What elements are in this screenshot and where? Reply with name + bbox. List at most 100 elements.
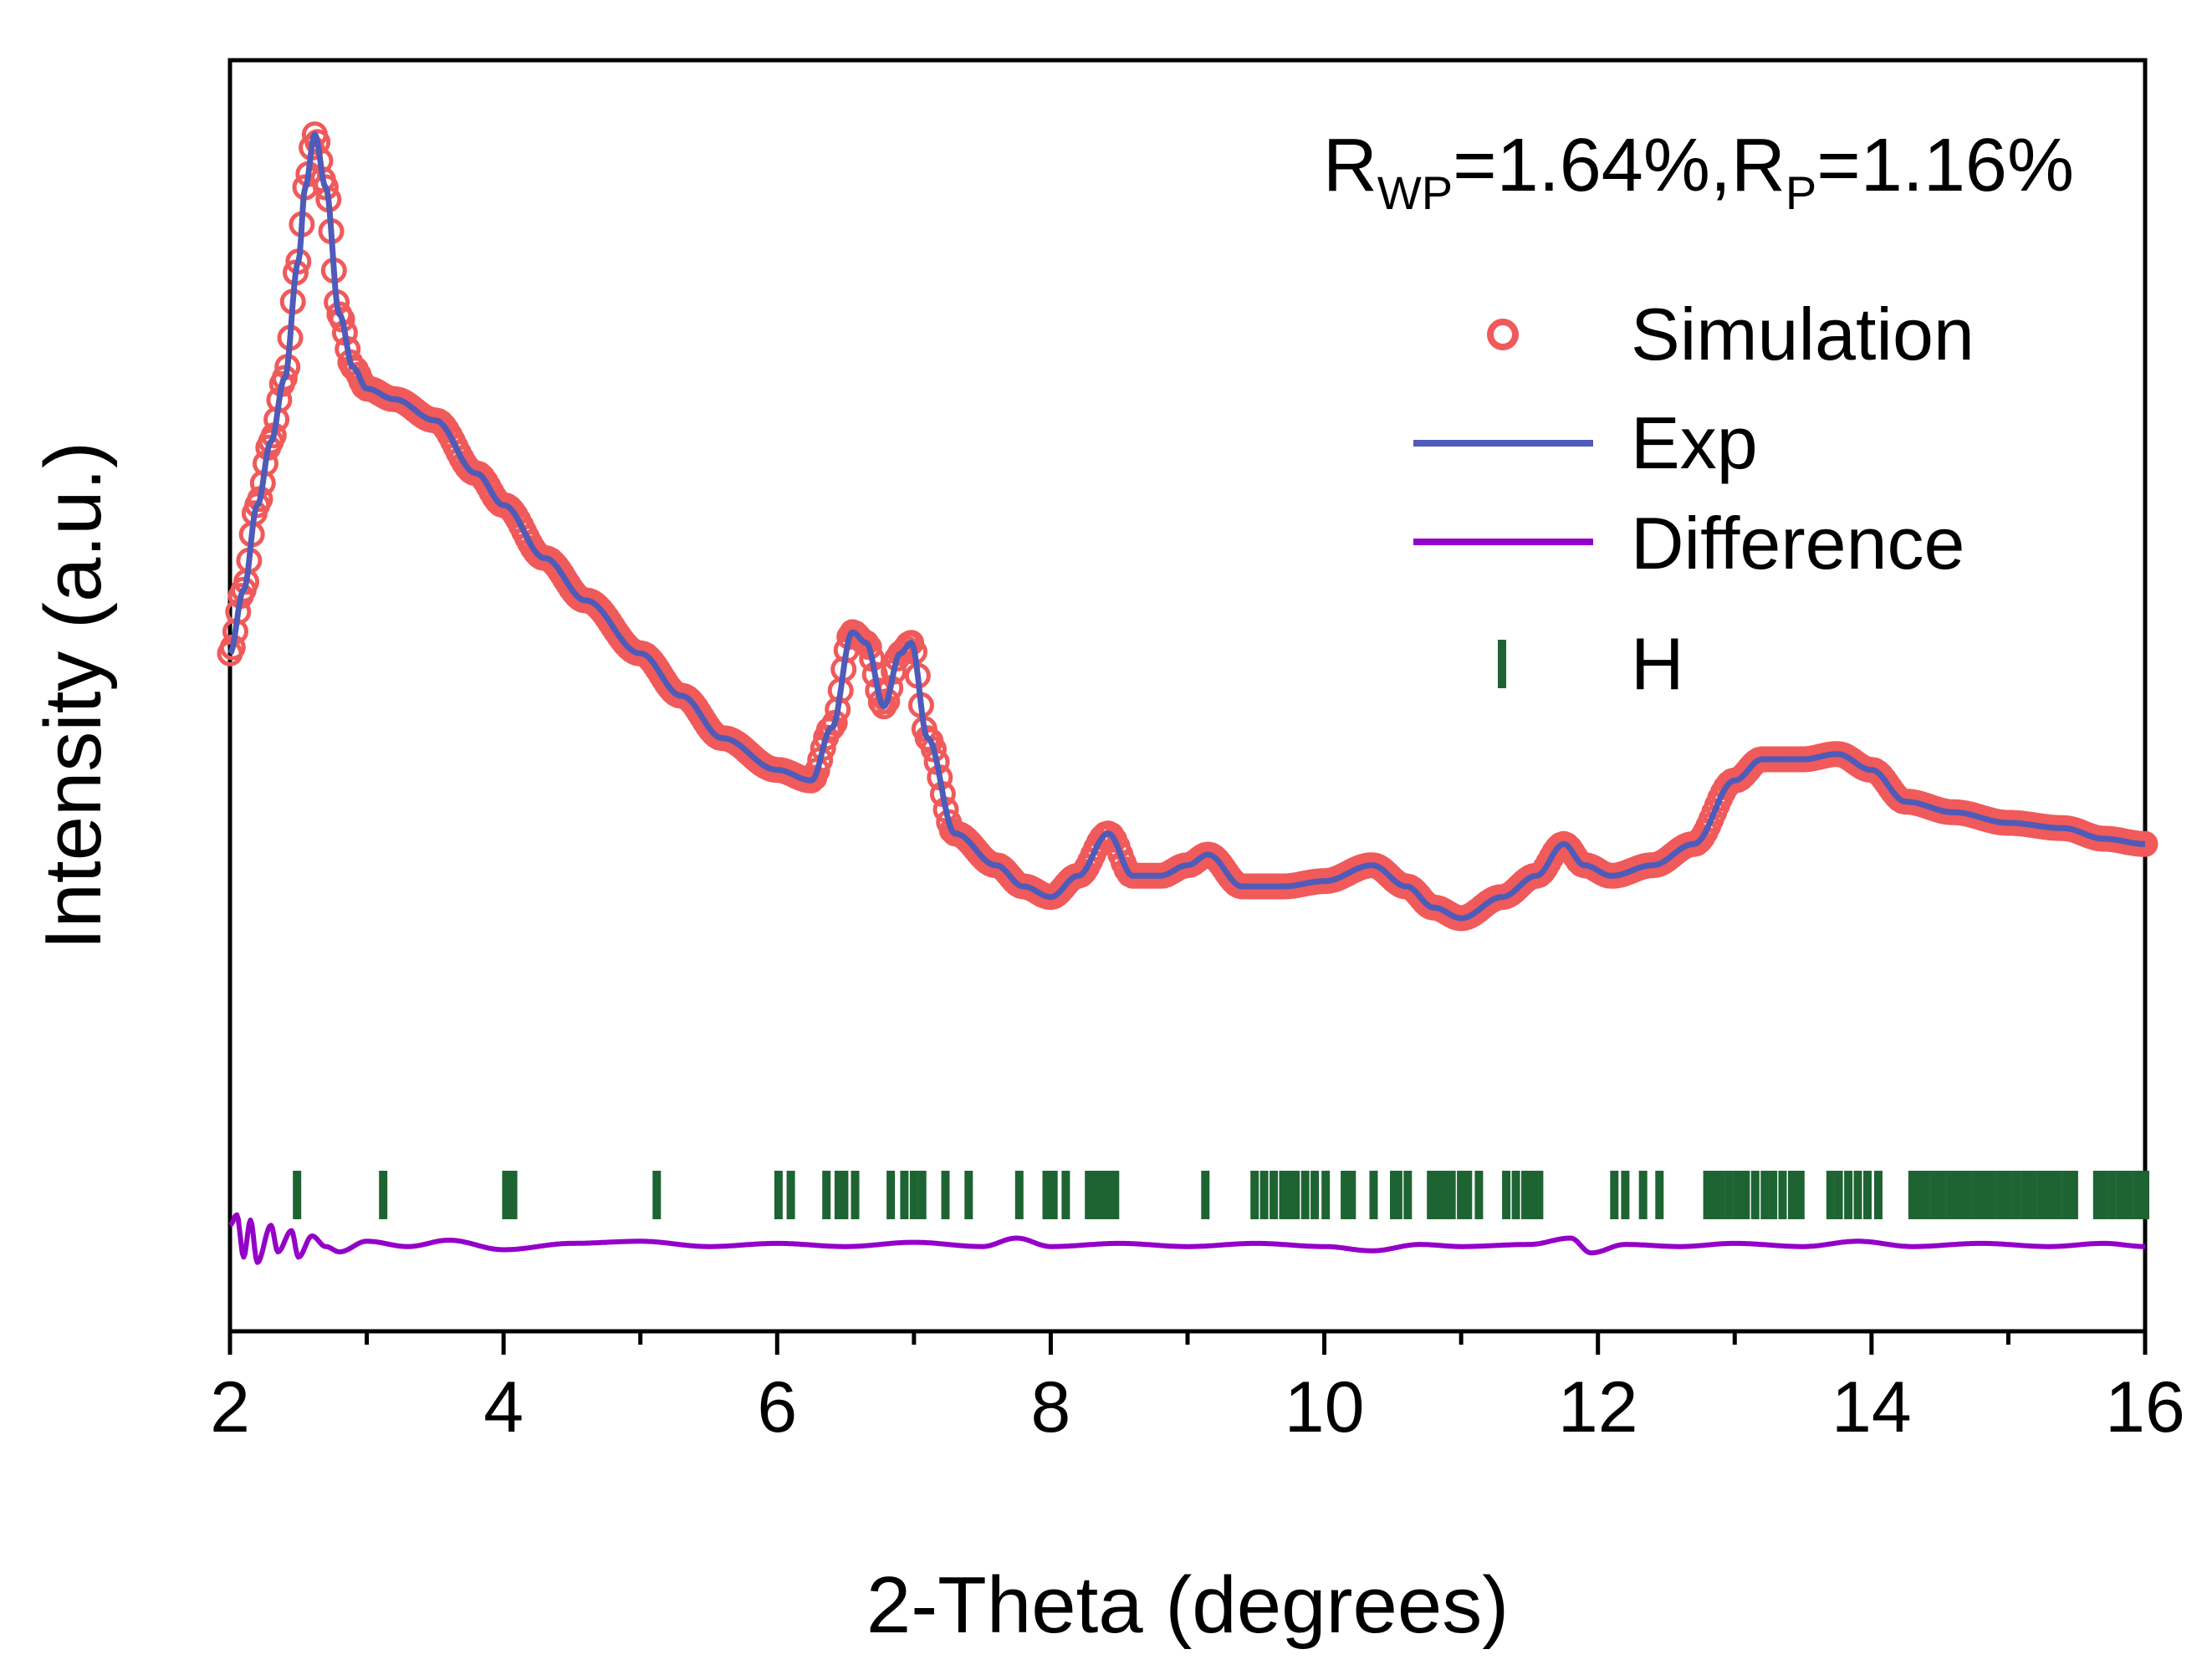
reflection-tick [917, 1171, 927, 1219]
reflection-tick [1447, 1171, 1456, 1219]
reflection-tick [1826, 1171, 1835, 1219]
reflection-tick [1521, 1171, 1530, 1219]
reflection-tick [379, 1171, 388, 1219]
reflection-tick [1393, 1171, 1402, 1219]
reflection-tick [1014, 1171, 1024, 1219]
exp-line [227, 131, 2147, 922]
reflection-tick [1908, 1171, 1917, 1219]
x-tick-label: 2 [210, 1367, 250, 1448]
reflection-tick [2045, 1171, 2054, 1219]
exp-series [227, 131, 2147, 922]
reflection-tick [1946, 1171, 1955, 1219]
reflection-tick [1457, 1171, 1466, 1219]
reflection-tick [652, 1171, 662, 1219]
plot-frame [227, 58, 2148, 1334]
reflection-tick [1369, 1171, 1378, 1219]
reflection-tick [1111, 1171, 1120, 1219]
reflection-tick [508, 1171, 518, 1219]
x-axis-ticks [227, 1331, 2148, 1355]
reflection-tick [1279, 1171, 1288, 1219]
simulation-series [217, 121, 2158, 932]
reflection-tick [909, 1171, 918, 1219]
reflection-tick [1427, 1171, 1436, 1219]
x-tick-label: 16 [2105, 1367, 2185, 1448]
reflection-tick [1201, 1171, 1210, 1219]
difference-line [228, 1212, 2147, 1265]
x-tick-label: 12 [1558, 1367, 1638, 1448]
reflection-tick [1502, 1171, 1511, 1219]
reflection-tick [1915, 1171, 1924, 1219]
legend-h-marker [1498, 640, 1506, 688]
reflection-markers [293, 1171, 2149, 1219]
reflection-tick [1778, 1171, 1787, 1219]
reflection-tick [1098, 1171, 1107, 1219]
reflection-tick [1796, 1171, 1805, 1219]
reflection-tick [1703, 1171, 1712, 1219]
reflection-tick [1610, 1171, 1619, 1219]
reflection-tick [1922, 1171, 1931, 1219]
y-axis-title: Intensity (a.u.) [28, 442, 118, 950]
reflection-tick [2133, 1171, 2142, 1219]
reflection-tick [1321, 1171, 1331, 1219]
reflection-tick [1741, 1171, 1750, 1219]
reflection-tick [774, 1171, 783, 1219]
rwp-subscript: WP [1377, 166, 1453, 219]
difference-series [228, 1212, 2147, 1265]
reflection-tick [1995, 1171, 2005, 1219]
legend-exp-label: Exp [1631, 401, 1758, 484]
fit-statistics-annotation: RWP=1.64%,RP=1.16% [1323, 124, 2074, 219]
rp-value: =1.16% [1816, 124, 2074, 207]
reflection-tick [1874, 1171, 1883, 1219]
rp-symbol: R [1731, 124, 1786, 207]
reflection-tick [1300, 1171, 1310, 1219]
reflection-tick [2061, 1171, 2071, 1219]
legend-difference-label: Difference [1631, 502, 1964, 585]
reflection-tick [834, 1171, 843, 1219]
x-tick-label: 10 [1285, 1367, 1365, 1448]
reflection-tick [2021, 1171, 2030, 1219]
x-tick-label: 8 [1031, 1367, 1071, 1448]
reflection-tick [822, 1171, 831, 1219]
reflection-tick [1042, 1171, 1051, 1219]
reflection-tick [1930, 1171, 1939, 1219]
reflection-tick [851, 1171, 860, 1219]
reflection-tick [786, 1171, 795, 1219]
reflection-tick [1474, 1171, 1484, 1219]
reflection-tick [1061, 1171, 1070, 1219]
reflection-tick [1716, 1171, 1725, 1219]
reflection-tick [1285, 1171, 1293, 1219]
rwp-symbol: R [1323, 124, 1377, 207]
legend-h-label: H [1631, 622, 1684, 705]
legend-simulation-label: Simulation [1631, 293, 1975, 375]
reflection-tick [1724, 1171, 1734, 1219]
reflection-tick [1760, 1171, 1770, 1219]
reflection-tick [1085, 1171, 1094, 1219]
reflection-tick [1104, 1171, 1113, 1219]
reflection-tick [1963, 1171, 1972, 1219]
reflection-tick [1980, 1171, 1988, 1219]
reflection-tick [2053, 1171, 2062, 1219]
x-tick-label: 6 [757, 1367, 797, 1448]
legend: Simulation Exp Difference H [1413, 293, 1975, 705]
reflection-tick [2124, 1171, 2133, 1219]
reflection-tick [1049, 1171, 1058, 1219]
reflection-tick [1621, 1171, 1630, 1219]
reflection-tick [1655, 1171, 1664, 1219]
reflection-tick [1853, 1171, 1862, 1219]
reflection-tick [1347, 1171, 1356, 1219]
reflection-tick [1250, 1171, 1259, 1219]
x-axis-tick-labels: 2 4 6 8 10 12 14 16 [210, 1367, 2185, 1448]
reflection-tick [2107, 1171, 2117, 1219]
x-tick-label: 14 [1832, 1367, 1912, 1448]
reflection-tick [2036, 1171, 2046, 1219]
x-axis-title: 2-Theta (degrees) [866, 1560, 1509, 1650]
reflection-tick [1863, 1171, 1872, 1219]
reflection-tick [1270, 1171, 1279, 1219]
reflection-tick [840, 1171, 849, 1219]
reflection-tick [1769, 1171, 1778, 1219]
reflection-tick [886, 1171, 896, 1219]
reflection-tick [1750, 1171, 1760, 1219]
rwp-value: =1.64%, [1453, 124, 1731, 207]
reflection-tick [1511, 1171, 1520, 1219]
